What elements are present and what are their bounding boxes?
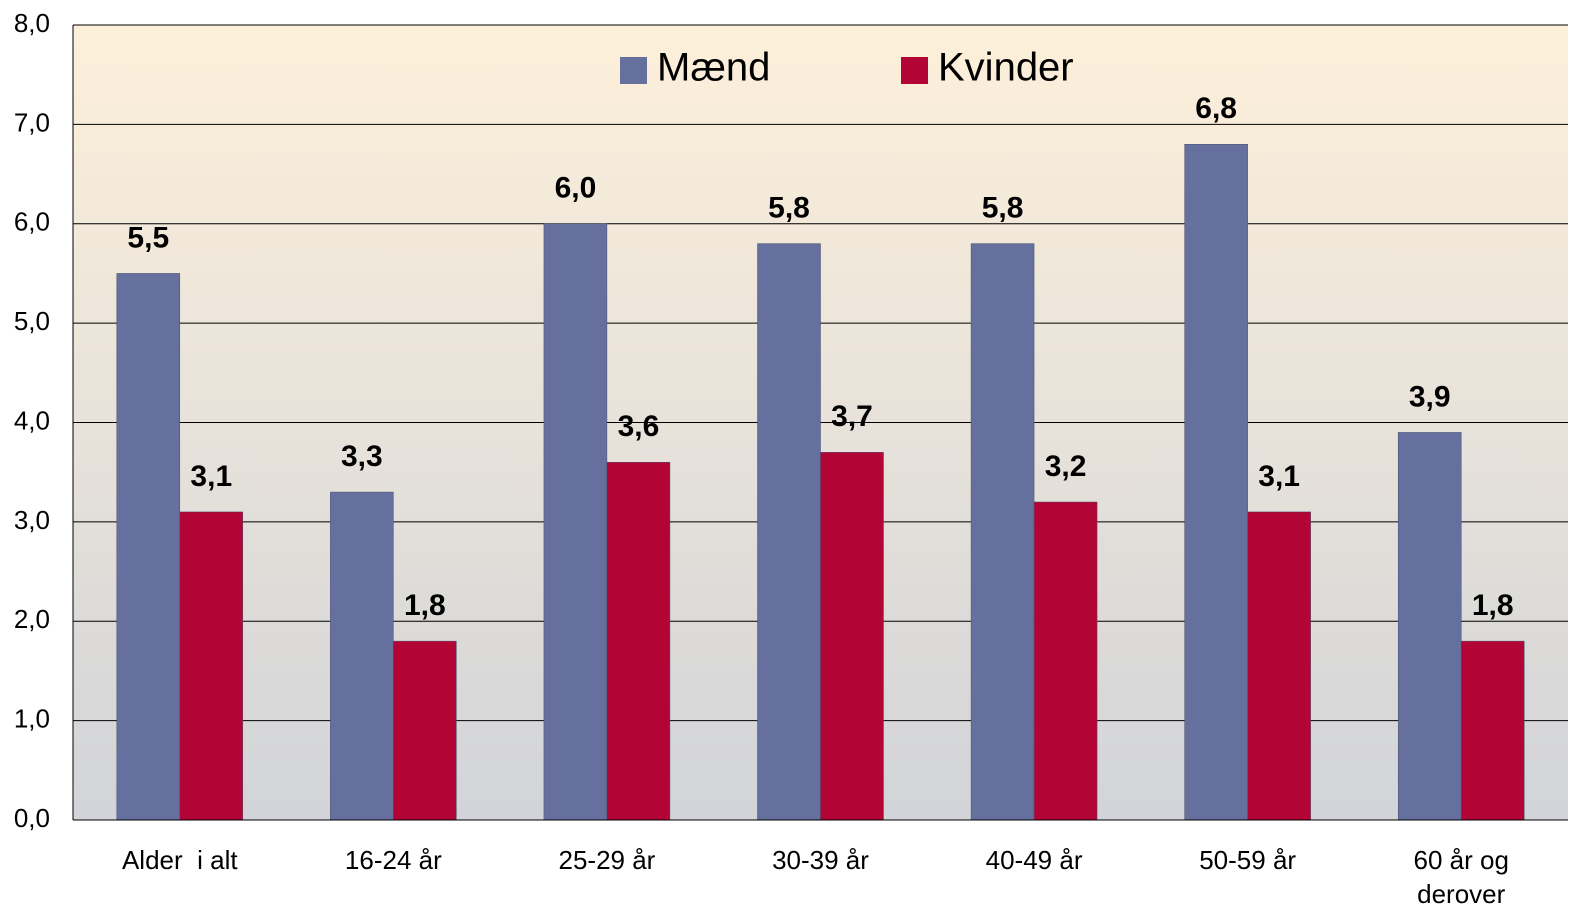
x-tick-label: Alder i alt xyxy=(121,845,238,875)
y-tick-label: 3,0 xyxy=(14,505,50,535)
bar xyxy=(1033,501,1098,821)
y-tick-label: 6,0 xyxy=(14,207,50,237)
value-label: 3,1 xyxy=(1258,460,1300,493)
value-label: 3,6 xyxy=(618,410,660,443)
value-label: 6,0 xyxy=(555,172,597,205)
bar xyxy=(330,491,394,821)
value-label: 3,1 xyxy=(190,460,232,493)
x-tick-label: 60 år og derover xyxy=(1413,845,1517,909)
x-tick-label: 40-49 år xyxy=(985,845,1083,875)
value-label: 3,2 xyxy=(1045,450,1087,483)
y-tick-label: 0,0 xyxy=(14,803,50,833)
value-label: 1,8 xyxy=(404,589,446,622)
bar xyxy=(757,243,821,821)
y-tick-label: 1,0 xyxy=(14,704,50,734)
legend-label: Mænd xyxy=(657,46,770,90)
y-tick-label: 7,0 xyxy=(14,107,50,137)
bar xyxy=(116,273,181,821)
bar xyxy=(1460,640,1525,821)
value-label: 6,8 xyxy=(1195,92,1237,125)
y-tick-label: 8,0 xyxy=(14,8,50,38)
legend-swatch xyxy=(901,57,928,84)
value-label: 3,9 xyxy=(1409,380,1451,413)
value-label: 1,8 xyxy=(1472,589,1514,622)
value-label: 3,7 xyxy=(831,400,873,433)
y-tick-label: 4,0 xyxy=(14,405,50,435)
x-tick-label: 30-39 år xyxy=(772,845,869,875)
bar xyxy=(820,452,884,821)
legend-swatch xyxy=(620,57,647,84)
value-label: 3,3 xyxy=(341,440,383,473)
x-tick-label: 16-24 år xyxy=(344,845,442,875)
legend-label: Kvinder xyxy=(938,46,1074,90)
x-tick-label: 50-59 år xyxy=(1199,845,1297,875)
value-label: 5,8 xyxy=(768,192,810,225)
bar xyxy=(543,223,608,821)
bar xyxy=(970,243,1035,821)
bar xyxy=(1397,432,1462,821)
y-tick-label: 5,0 xyxy=(14,306,50,336)
bar xyxy=(179,511,244,821)
bar xyxy=(393,640,457,821)
value-label: 5,5 xyxy=(127,221,169,254)
bar xyxy=(1184,144,1248,821)
y-tick-label: 2,0 xyxy=(14,604,50,634)
bar xyxy=(1247,511,1311,821)
bar xyxy=(606,462,671,821)
x-tick-label: 25-29 år xyxy=(558,845,656,875)
value-label: 5,8 xyxy=(982,192,1024,225)
